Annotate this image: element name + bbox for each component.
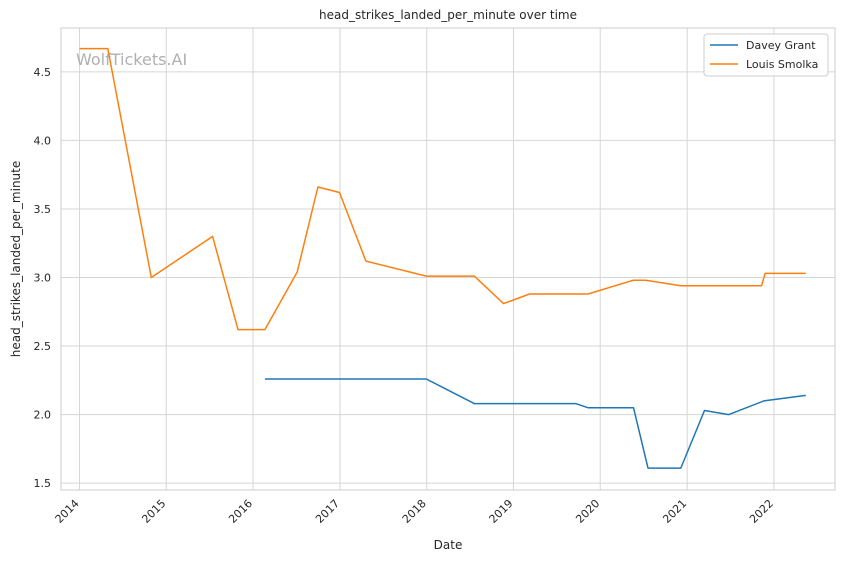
- x-tick-label: 2019: [487, 497, 516, 526]
- x-tick-label: 2017: [313, 497, 342, 526]
- x-tick-label: 2016: [226, 497, 255, 526]
- y-axis-ticks: 1.5 2.0 2.5 3.0 3.5 4.0 4.5: [34, 66, 52, 490]
- x-tick-label: 2014: [53, 497, 82, 526]
- y-tick-label: 2.0: [34, 409, 52, 422]
- x-tick-label: 2022: [747, 497, 776, 526]
- legend: Davey Grant Louis Smolka: [703, 33, 829, 77]
- x-tick-label: 2021: [660, 497, 689, 526]
- y-axis-title: head_strikes_landed_per_minute: [9, 161, 23, 358]
- x-tick-label: 2015: [139, 497, 168, 526]
- x-axis-ticks: 2014 2015 2016 2017 2018 2019 2020 2021 2022: [53, 497, 776, 526]
- y-tick-label: 3.0: [34, 272, 52, 285]
- y-tick-label: 2.5: [34, 340, 52, 353]
- series-line-louis-smolka: [79, 47, 806, 331]
- watermark-text: WolfTickets.AI: [76, 50, 187, 69]
- chart-title: head_strikes_landed_per_minute over time: [319, 8, 577, 22]
- series-line-davey-grant: [264, 378, 806, 469]
- x-tick-label: 2018: [400, 497, 429, 526]
- series-lines: [79, 47, 806, 469]
- x-axis-title: Date: [434, 538, 463, 552]
- plot-area-frame: [60, 27, 836, 491]
- y-tick-label: 4.5: [34, 66, 52, 79]
- y-tick-label: 3.5: [34, 203, 52, 216]
- legend-label: Davey Grant: [746, 39, 816, 52]
- x-tick-label: 2020: [573, 497, 602, 526]
- y-tick-label: 1.5: [34, 477, 52, 490]
- y-tick-label: 4.0: [34, 134, 52, 147]
- legend-label: Louis Smolka: [746, 58, 818, 71]
- grid-lines: [61, 28, 835, 490]
